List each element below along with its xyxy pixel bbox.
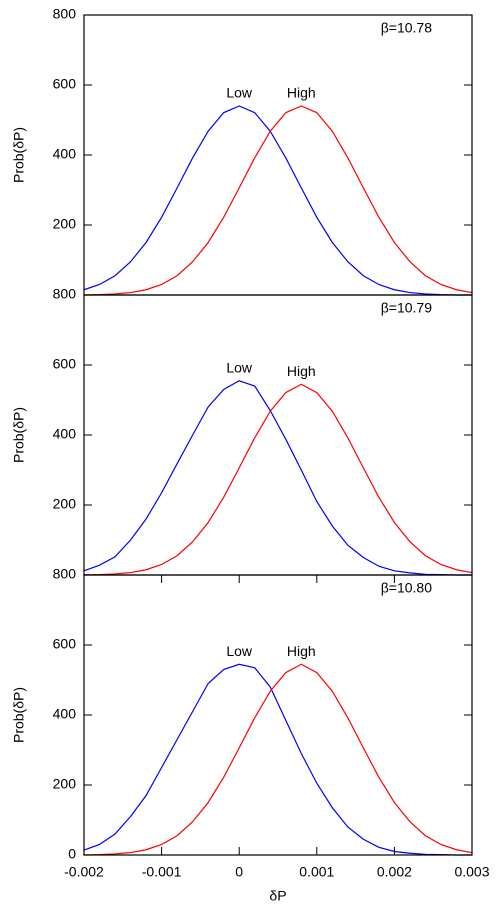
x-tick-label: 0.003 [454, 864, 489, 880]
y-axis-label: Prob(δP) [11, 127, 27, 183]
y-tick-label: 800 [53, 6, 77, 22]
series-label: High [287, 643, 316, 659]
plot-frame [83, 14, 473, 296]
series-line [83, 380, 472, 576]
y-tick-label: 600 [53, 636, 77, 652]
y-axis-label: Prob(δP) [11, 687, 27, 743]
y-tick-label: 200 [53, 216, 77, 232]
x-axis-label: δP [269, 888, 286, 904]
x-tick-label: 0 [235, 864, 243, 880]
y-tick-label: 600 [53, 356, 77, 372]
series-label: High [287, 363, 316, 379]
series-label: High [287, 85, 316, 101]
annotation: β=10.78 [381, 20, 432, 36]
series-line [83, 383, 473, 576]
y-tick-label: 400 [53, 426, 77, 442]
plot-frame [83, 574, 473, 856]
y-tick-label: 200 [53, 776, 77, 792]
plot-frame [83, 294, 473, 576]
y-tick-label: 800 [53, 286, 77, 302]
y-tick-label: 0 [68, 846, 76, 862]
y-tick-label: 200 [53, 496, 77, 512]
y-tick-label: 800 [53, 566, 77, 582]
y-tick-label: 400 [53, 706, 77, 722]
y-tick-label: 600 [53, 76, 77, 92]
x-tick-label: -0.001 [142, 864, 182, 880]
series-label: Low [226, 643, 253, 659]
series-line [83, 105, 473, 296]
series-label: Low [226, 359, 253, 375]
series-label: Low [226, 85, 253, 101]
series-line [83, 663, 473, 856]
annotation: β=10.79 [381, 300, 432, 316]
y-axis-label: Prob(δP) [11, 407, 27, 463]
x-tick-label: 0.001 [299, 864, 334, 880]
series-line [83, 663, 472, 856]
x-tick-label: -0.002 [64, 864, 104, 880]
annotation: β=10.80 [381, 580, 432, 596]
series-line [83, 105, 472, 296]
x-tick-label: 0.002 [377, 864, 412, 880]
y-tick-label: 400 [53, 146, 77, 162]
